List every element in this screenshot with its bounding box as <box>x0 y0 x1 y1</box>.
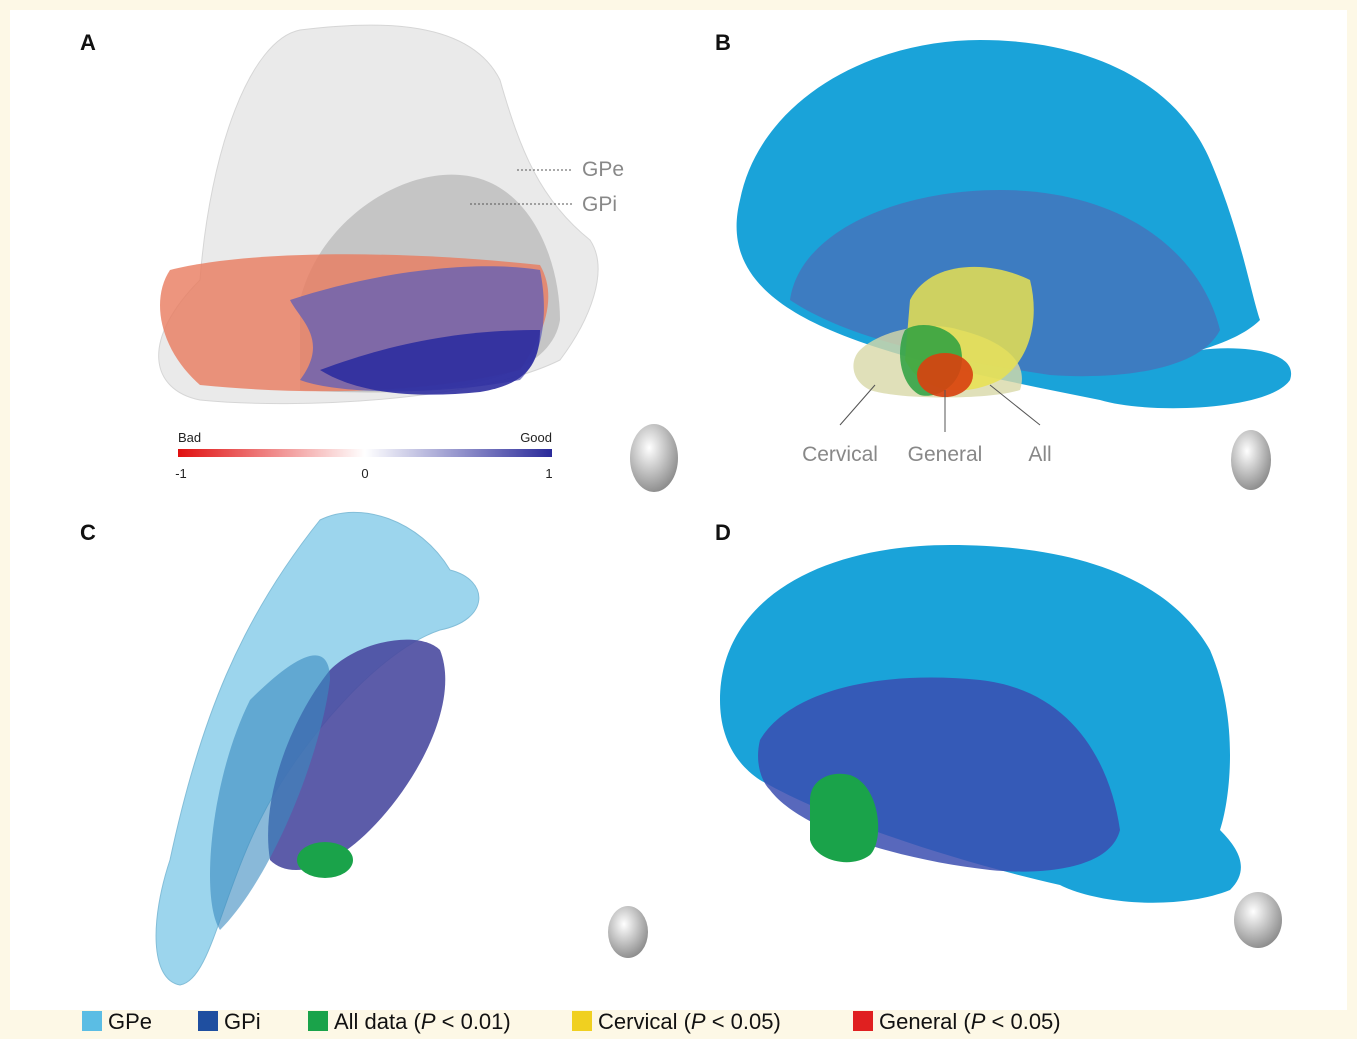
region-label: General <box>908 443 983 466</box>
legend-swatch <box>853 1011 873 1031</box>
colorbar-low-label: Bad <box>178 430 201 445</box>
legend-text: P <box>971 1009 986 1034</box>
legend-text: General ( <box>879 1009 971 1034</box>
legend-text: < 0.01) <box>436 1009 511 1034</box>
colorbar-high-label: Good <box>520 430 552 445</box>
panel-letter: C <box>80 520 96 545</box>
region-label: All <box>1028 443 1051 466</box>
legend-label: GPi <box>224 1009 261 1034</box>
head-icon <box>608 906 648 958</box>
region-label: Cervical <box>802 443 878 466</box>
legend-label: Cervical (P < 0.05) <box>598 1009 781 1034</box>
head-icon <box>1234 892 1282 948</box>
legend-text: < 0.05) <box>706 1009 781 1034</box>
legend-label: General (P < 0.05) <box>879 1009 1061 1034</box>
figure: A B C D GPe GPi Bad Good -1 0 1 Cervical General All G… <box>0 0 1357 1039</box>
legend-text: < 0.05) <box>985 1009 1060 1034</box>
colorbar <box>178 449 552 457</box>
legend-swatch <box>572 1011 592 1031</box>
colorbar-tick-label: 1 <box>545 466 552 481</box>
head-icon <box>1231 430 1271 490</box>
head-icon <box>630 424 678 492</box>
colorbar-tick-label: -1 <box>175 466 187 481</box>
legend-text: GPe <box>108 1009 152 1034</box>
legend-text: GPi <box>224 1009 261 1034</box>
structure-label: GPe <box>582 158 624 181</box>
panel-letter: A <box>80 30 96 55</box>
panel-letter: D <box>715 520 731 545</box>
legend-label: GPe <box>108 1009 152 1034</box>
legend-text: Cervical ( <box>598 1009 692 1034</box>
legend-swatch <box>198 1011 218 1031</box>
legend-swatch <box>308 1011 328 1031</box>
structure-label: GPi <box>582 193 617 216</box>
legend-text: P <box>691 1009 706 1034</box>
legend-swatch <box>82 1011 102 1031</box>
colorbar-tick-label: 0 <box>361 466 368 481</box>
legend-label: All data (P < 0.01) <box>334 1009 511 1034</box>
panel-letter: B <box>715 30 731 55</box>
legend-text: All data ( <box>334 1009 421 1034</box>
legend-text: P <box>421 1009 436 1034</box>
